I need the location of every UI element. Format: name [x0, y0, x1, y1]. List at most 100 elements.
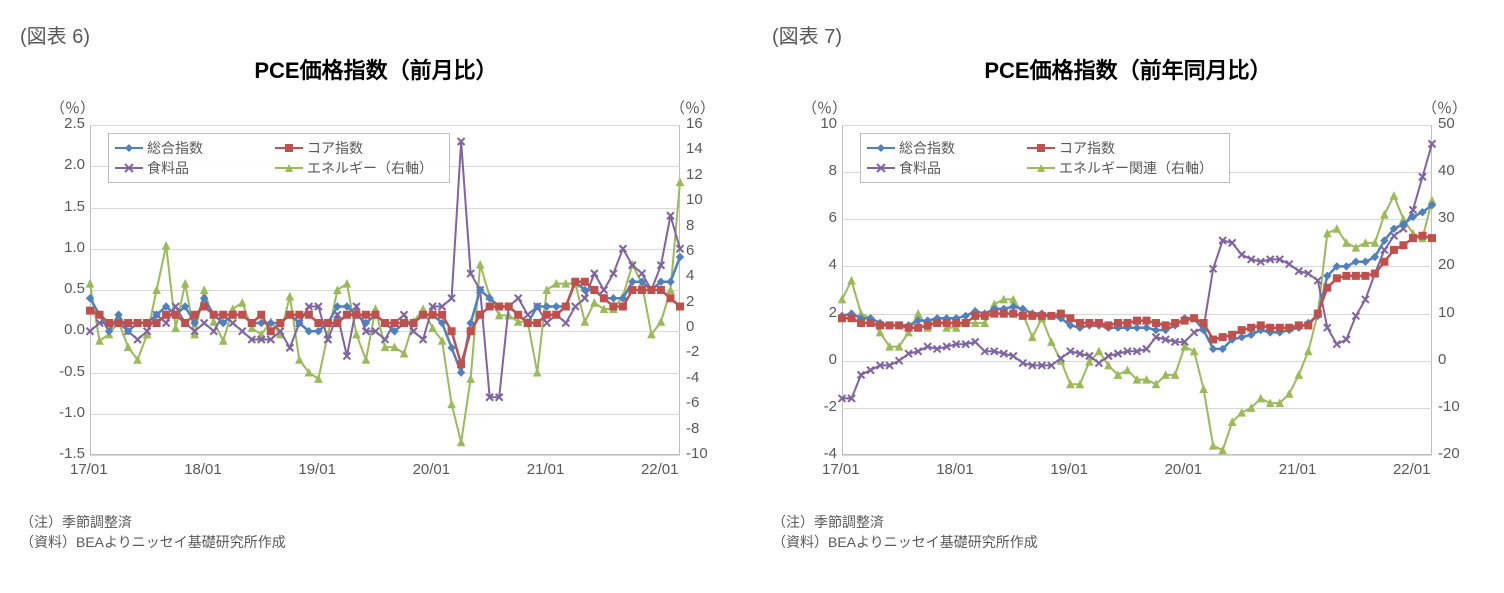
gridline — [90, 208, 680, 209]
legend-label: コア指数 — [1059, 138, 1115, 158]
legend-swatch — [115, 161, 143, 175]
legend-item: 食料品 — [115, 158, 265, 178]
y-tick-label-left: 0 — [797, 351, 837, 368]
x-tick-label: 21/01 — [1279, 461, 1317, 478]
chart-panel-7: (図表 7) PCE価格指数（前年同月比） （％）（％）-4-20246810-… — [752, 0, 1504, 593]
legend-swatch — [275, 141, 303, 155]
x-tick-label: 17/01 — [70, 461, 108, 478]
chart-title: PCE価格指数（前月比） — [20, 53, 732, 85]
chart-notes: （注）季節調整済 （資料）BEAよりニッセイ基礎研究所作成 — [772, 513, 1484, 552]
y-tick-label-left: 10 — [797, 115, 837, 132]
y-tick-label-right: 16 — [686, 115, 703, 132]
y-tick-label-left: 2.0 — [45, 156, 85, 173]
legend-swatch — [1027, 141, 1055, 155]
legend-label: 食料品 — [899, 158, 941, 178]
legend-label: 総合指数 — [147, 138, 203, 158]
legend-swatch — [115, 141, 143, 155]
legend-label: エネルギー（右軸） — [307, 158, 433, 178]
y-tick-label-left: -1.0 — [45, 404, 85, 421]
chart-box: （％）（％）-4-20246810-20-100102030405017/011… — [772, 87, 1484, 507]
gridline — [842, 219, 1432, 220]
chart-title: PCE価格指数（前年同月比） — [772, 53, 1484, 85]
note-line-2: （資料）BEAよりニッセイ基礎研究所作成 — [20, 533, 732, 553]
legend-label: 食料品 — [147, 158, 189, 178]
legend-item: 食料品 — [867, 158, 1017, 178]
gridline — [90, 331, 680, 332]
y-tick-label-left: -2 — [797, 398, 837, 415]
gridline — [842, 455, 1432, 456]
y-tick-label-right: -4 — [686, 369, 699, 386]
x-tick-label: 22/01 — [641, 461, 679, 478]
y-tick-label-right: 30 — [1438, 209, 1455, 226]
y-tick-label-right: -8 — [686, 420, 699, 437]
gridline — [90, 414, 680, 415]
gridline — [842, 314, 1432, 315]
y-tick-label-left: -0.5 — [45, 363, 85, 380]
y-tick-label-right: 12 — [686, 166, 703, 183]
y-tick-label-right: 50 — [1438, 115, 1455, 132]
figure-label: (図表 7) — [772, 20, 1484, 49]
x-tick-label: 18/01 — [184, 461, 222, 478]
x-tick-label: 20/01 — [1165, 461, 1203, 478]
chart-panel-6: (図表 6) PCE価格指数（前月比） （％）（％）-1.5-1.0-0.50.… — [0, 0, 752, 593]
y-tick-label-right: 40 — [1438, 162, 1455, 179]
y-tick-label-right: 8 — [686, 217, 694, 234]
legend-item: コア指数 — [275, 138, 425, 158]
chart-notes: （注）季節調整済 （資料）BEAよりニッセイ基礎研究所作成 — [20, 513, 732, 552]
legend-label: 総合指数 — [899, 138, 955, 158]
x-tick-label: 19/01 — [298, 461, 336, 478]
y-tick-label-right: -10 — [686, 445, 708, 462]
y-tick-label-right: 20 — [1438, 256, 1455, 273]
legend-swatch — [867, 141, 895, 155]
y-tick-label-left: 4 — [797, 256, 837, 273]
x-tick-label: 19/01 — [1050, 461, 1088, 478]
legend-label: コア指数 — [307, 138, 363, 158]
gridline — [842, 125, 1432, 126]
y-tick-label-left: 0.5 — [45, 280, 85, 297]
gridline — [90, 373, 680, 374]
y-tick-label-left: 6 — [797, 209, 837, 226]
x-tick-label: 21/01 — [527, 461, 565, 478]
y-tick-label-right: -2 — [686, 343, 699, 360]
y-tick-label-right: 2 — [686, 293, 694, 310]
y-tick-label-right: -6 — [686, 394, 699, 411]
y-tick-label-left: 8 — [797, 162, 837, 179]
x-tick-label: 18/01 — [936, 461, 974, 478]
gridline — [90, 249, 680, 250]
y-tick-label-right: 14 — [686, 140, 703, 157]
y-tick-label-left: 1.5 — [45, 198, 85, 215]
legend-item: エネルギー（右軸） — [275, 158, 433, 178]
note-line-1: （注）季節調整済 — [20, 513, 732, 533]
figure-label: (図表 6) — [20, 20, 732, 49]
gridline — [90, 125, 680, 126]
x-tick-label: 22/01 — [1393, 461, 1431, 478]
legend-swatch — [275, 161, 303, 175]
legend: 総合指数 コア指数食料品 エネルギー（右軸） — [108, 133, 450, 183]
charts-container: (図表 6) PCE価格指数（前月比） （％）（％）-1.5-1.0-0.50.… — [0, 0, 1504, 593]
gridline — [90, 455, 680, 456]
y-tick-label-right: 0 — [1438, 351, 1446, 368]
legend: 総合指数コア指数食料品エネルギー関連（右軸） — [860, 133, 1230, 183]
y-tick-label-right: 0 — [686, 318, 694, 335]
gridline — [842, 361, 1432, 362]
gridline — [90, 290, 680, 291]
legend-item: 総合指数 — [115, 138, 265, 158]
note-line-1: （注）季節調整済 — [772, 513, 1484, 533]
chart-box: （％）（％）-1.5-1.0-0.50.00.51.01.52.02.5-10-… — [20, 87, 732, 507]
gridline — [842, 266, 1432, 267]
y-tick-label-right: 6 — [686, 242, 694, 259]
y-tick-label-right: 4 — [686, 267, 694, 284]
y-tick-label-left: 0.0 — [45, 321, 85, 338]
y-tick-label-right: -20 — [1438, 445, 1460, 462]
legend-swatch — [867, 161, 895, 175]
y-tick-label-right: 10 — [1438, 304, 1455, 321]
y-tick-label-left: 2.5 — [45, 115, 85, 132]
legend-item: コア指数 — [1027, 138, 1177, 158]
y-tick-label-left: 1.0 — [45, 239, 85, 256]
y-tick-label-left: -1.5 — [45, 445, 85, 462]
y-tick-label-left: 2 — [797, 304, 837, 321]
y-tick-label-right: -10 — [1438, 398, 1460, 415]
legend-swatch — [1027, 161, 1055, 175]
x-tick-label: 20/01 — [413, 461, 451, 478]
note-line-2: （資料）BEAよりニッセイ基礎研究所作成 — [772, 533, 1484, 553]
